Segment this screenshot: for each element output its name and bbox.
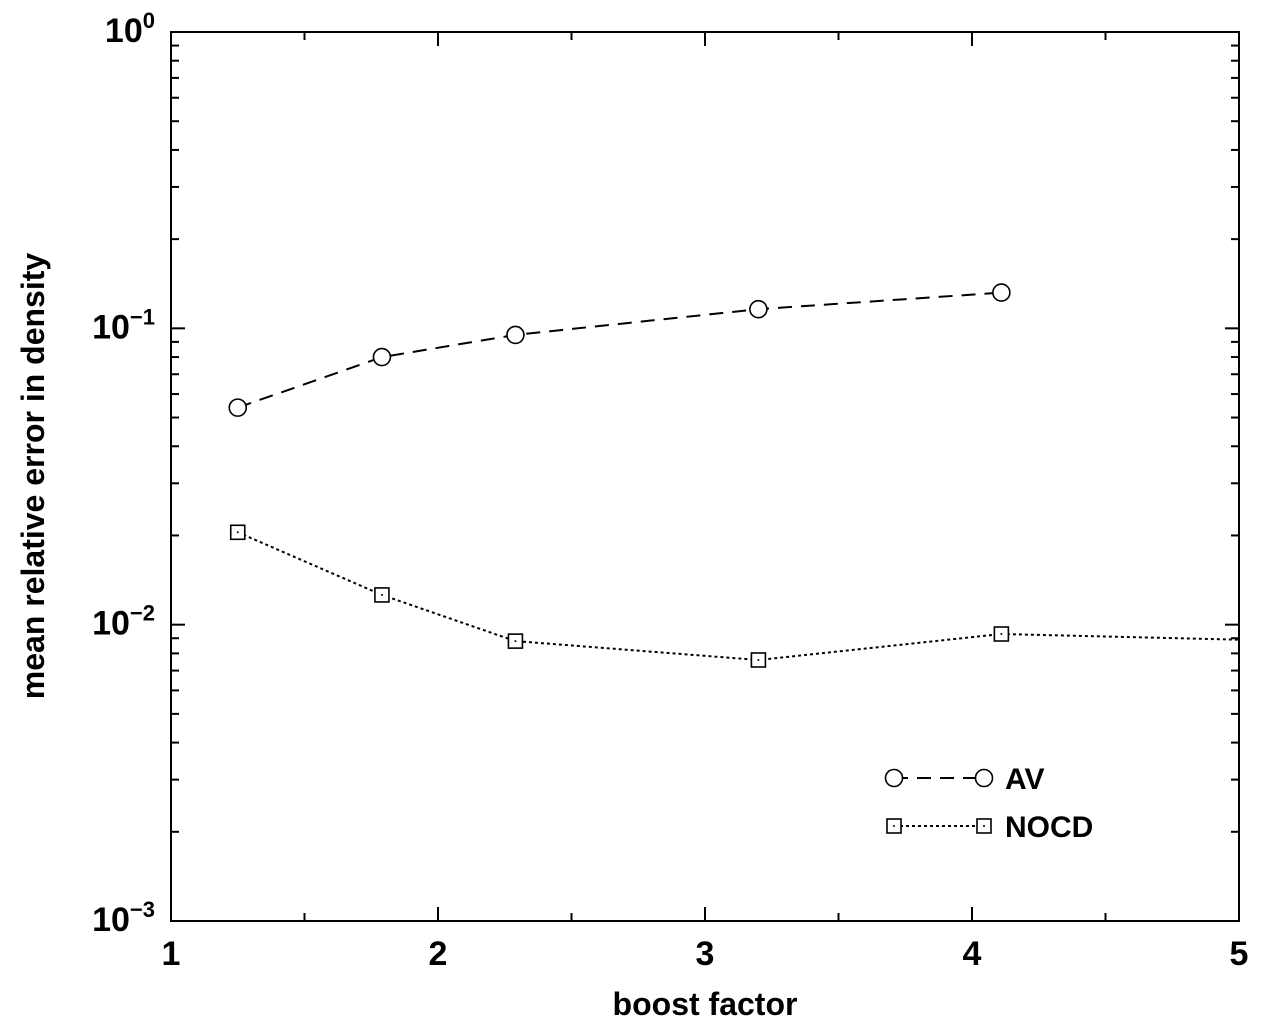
data-point-center [380, 593, 383, 596]
plot-frame [170, 31, 1240, 922]
data-point-center [983, 825, 985, 827]
y-axis-label: mean relative error in density [15, 253, 51, 700]
x-tick-label: 2 [429, 935, 448, 973]
legend-item-av: AV [884, 763, 1044, 796]
data-point-center [757, 658, 760, 661]
series-line [237, 531, 1240, 662]
legend-item-nocd: NOCD [886, 811, 1093, 844]
x-tick-label: 1 [162, 935, 181, 973]
y-tick-label: 10−2 [92, 601, 155, 643]
legend-label: NOCD [1005, 811, 1093, 844]
legend-label: AV [1005, 763, 1044, 796]
data-point-center [1000, 633, 1003, 636]
y-tick-label: 10−3 [92, 897, 155, 939]
data-point [372, 347, 392, 367]
series-nocd [229, 524, 1240, 668]
data-point [228, 398, 248, 417]
data-point-center [236, 531, 239, 534]
y-tick-label: 100 [105, 8, 155, 50]
data-point [884, 768, 904, 788]
series-av [228, 283, 1011, 417]
series-line [237, 291, 1002, 409]
x-axis-label: boost factor [613, 986, 798, 1022]
y-tick-label: 10−1 [92, 304, 155, 346]
tick-labels-layer: 1 2 3 4 5 10−3 10−2 10−1 100 [92, 8, 1248, 973]
x-tick-label: 3 [696, 935, 715, 973]
data-point-center [893, 825, 895, 827]
data-point [749, 299, 768, 319]
data-point [992, 283, 1011, 302]
legend: AV NOCD [884, 763, 1093, 844]
x-tick-label: 4 [963, 935, 982, 973]
data-point-center [514, 640, 517, 643]
series-layer [228, 283, 1240, 668]
data-point [506, 325, 525, 345]
ticks-layer [170, 31, 1240, 922]
x-tick-label: 5 [1230, 935, 1249, 973]
data-point [974, 768, 994, 788]
